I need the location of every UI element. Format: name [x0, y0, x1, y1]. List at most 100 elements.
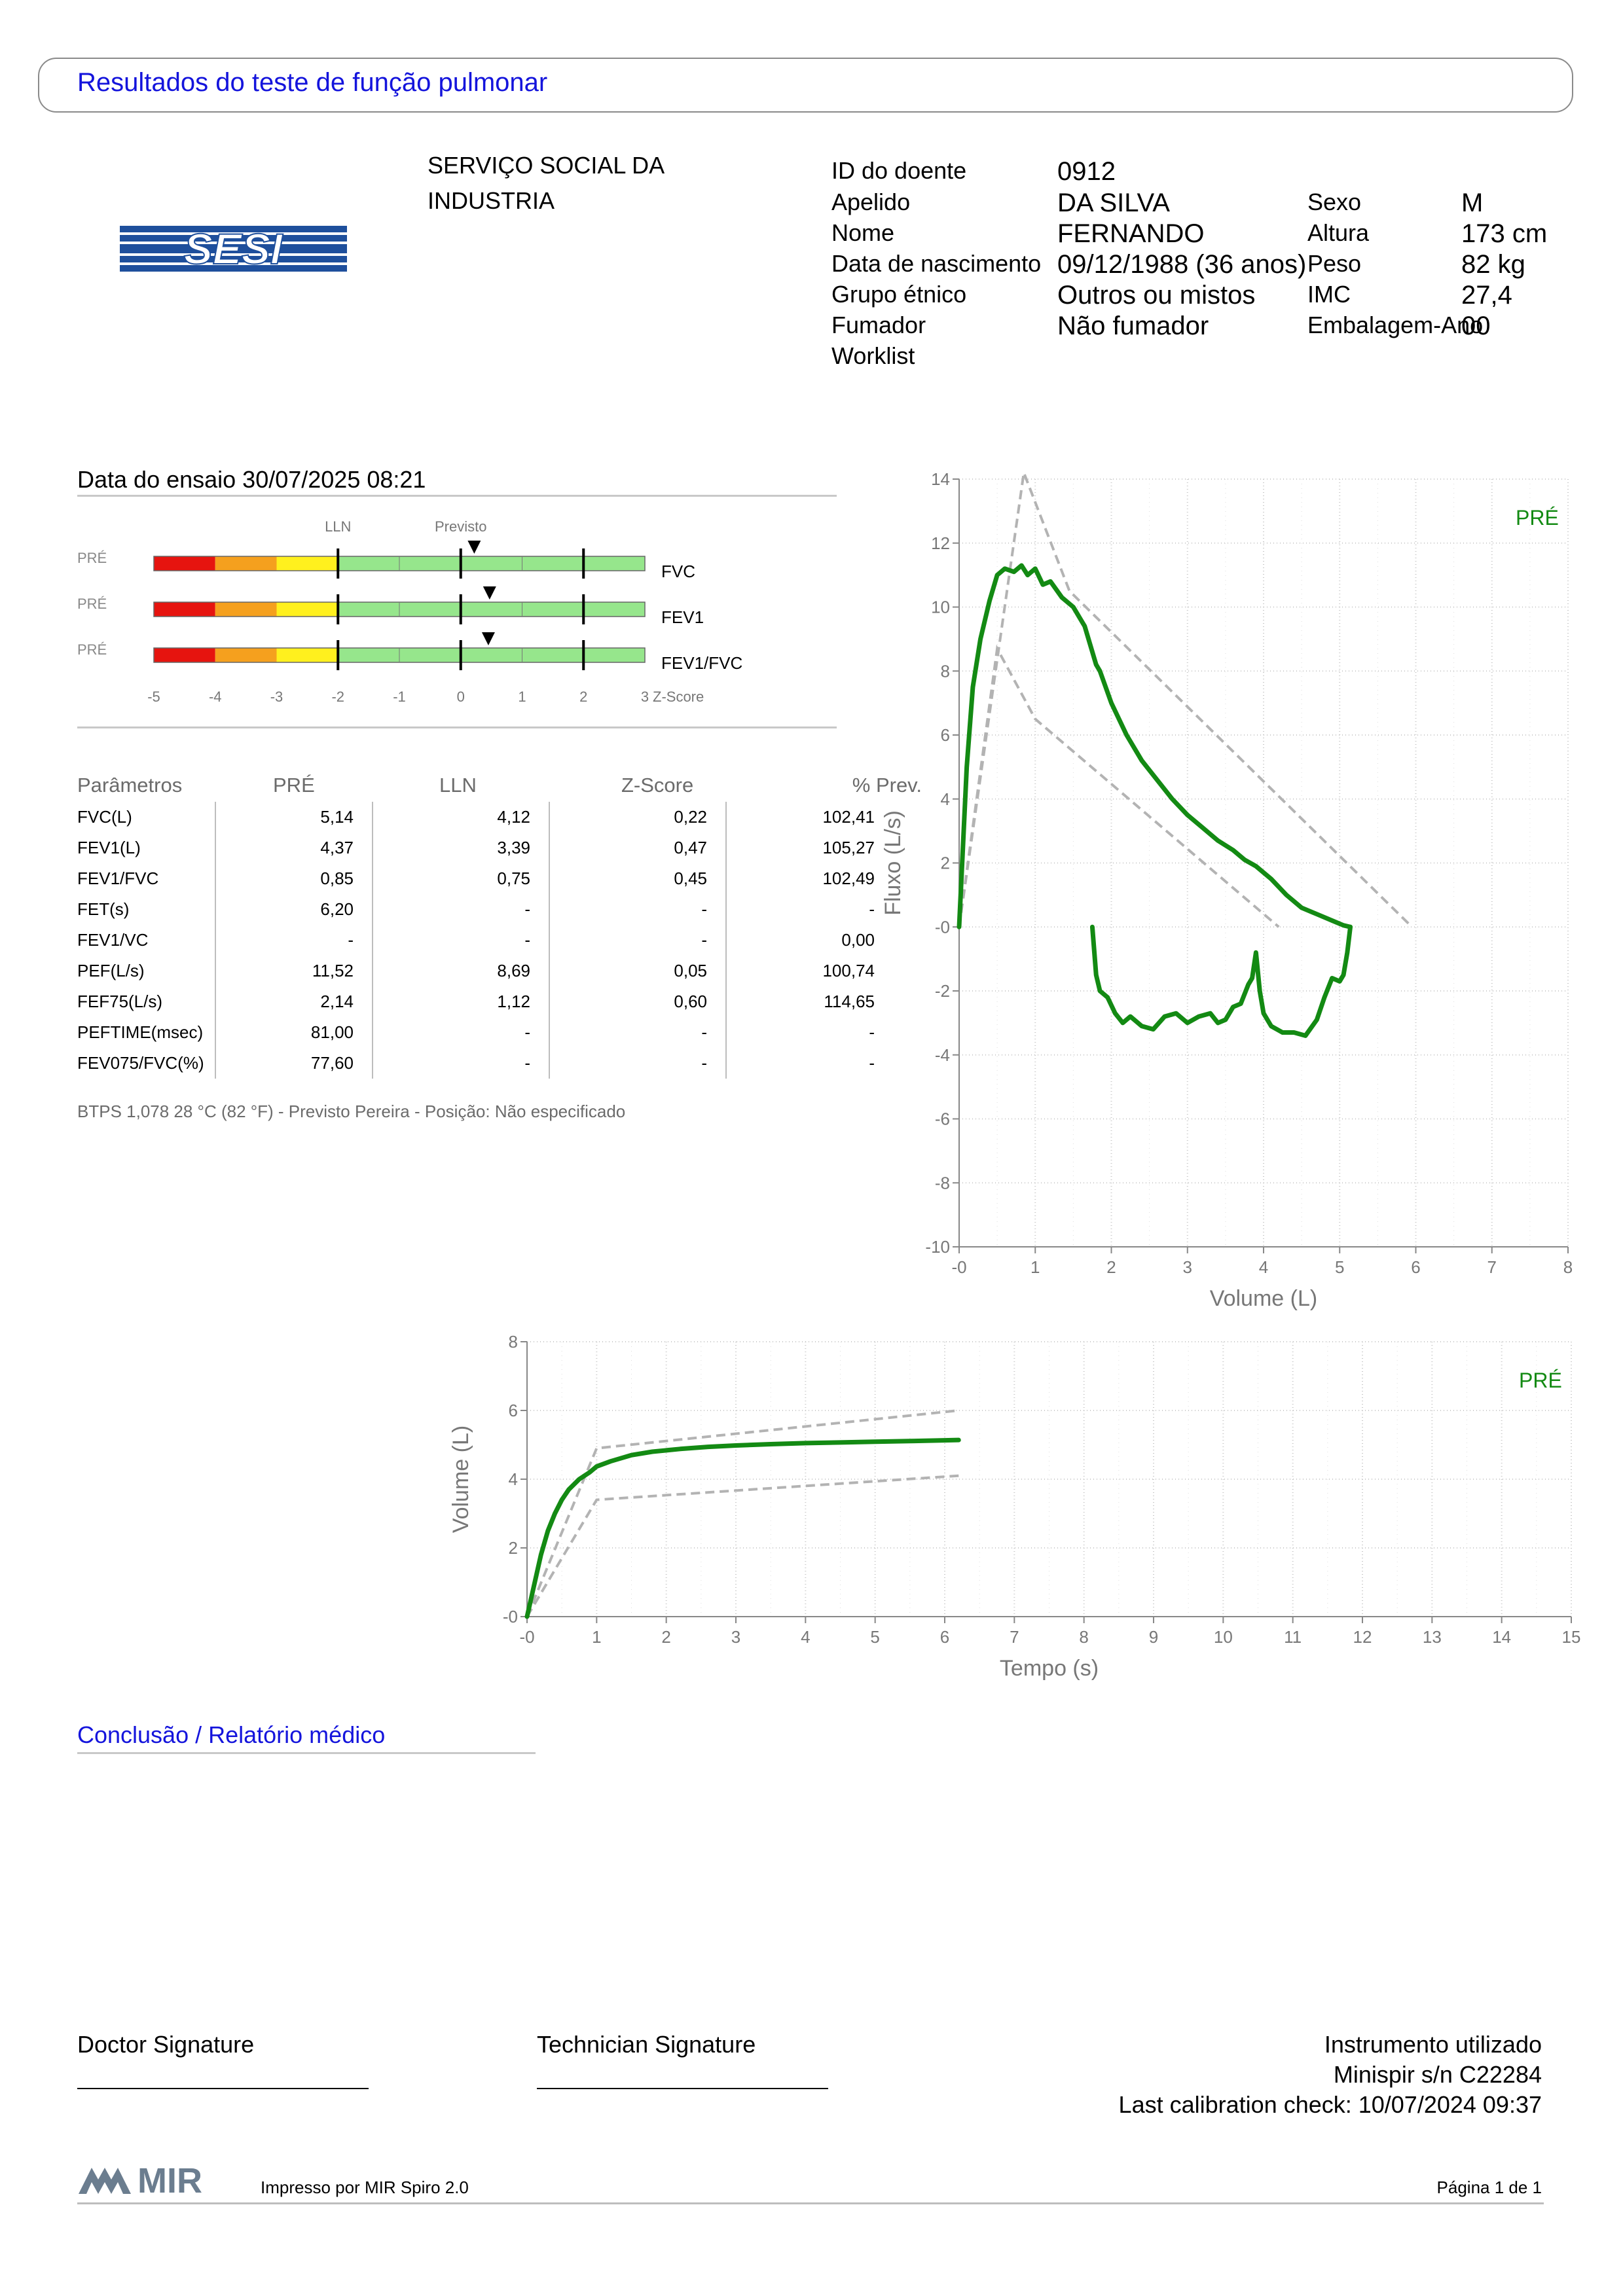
- sesi-logo: SESI: [120, 224, 347, 274]
- series-line: [957, 563, 1353, 929]
- x-tick-label: 3: [731, 1627, 740, 1647]
- y-tick-label: -10: [925, 1237, 950, 1257]
- lln-label: LLN: [325, 518, 351, 535]
- technician-signature-label: Technician Signature: [537, 2031, 756, 2058]
- institution-line1: SERVIÇO SOCIAL DA: [428, 152, 665, 179]
- zscore-tick: -4: [209, 689, 222, 705]
- zscore-marker: [481, 632, 495, 645]
- row-name: FEV1: [661, 607, 704, 627]
- y-tick-label: 6: [941, 725, 950, 745]
- doctor-signature-label: Doctor Signature: [77, 2031, 255, 2058]
- zscore-marker: [467, 541, 481, 554]
- table-header-row: Parâmetros PRÉ LLN Z-Score % Prev.: [77, 769, 922, 802]
- table-cell: 114,65: [824, 992, 875, 1011]
- zscore-tick: -2: [331, 689, 344, 705]
- table-cell: -: [869, 899, 875, 919]
- zscore-axis-label: Z-Score: [653, 689, 704, 705]
- divider: [77, 1752, 536, 1754]
- table-cell: 11,52: [215, 956, 373, 986]
- zone-segment: [215, 602, 277, 617]
- x-tick-label: 15: [1562, 1627, 1581, 1647]
- table-cell: -: [373, 894, 550, 925]
- table-cell: 0,05: [549, 956, 727, 986]
- table-cell: 3,39: [373, 833, 550, 863]
- col-header-zscore: Z-Score: [621, 774, 694, 797]
- predicted-reference-line: [958, 644, 1280, 928]
- x-tick-label: 9: [1149, 1627, 1158, 1647]
- volume-time-chart: 8 6 4 2 -0 -0 1 2 3 4 5 6 7 8 9 10 11 12 13 14 15 Tempo (s) Vo…: [419, 1329, 1607, 1702]
- table-cell: -: [549, 1017, 727, 1048]
- zscore-tick: 3: [641, 689, 649, 705]
- predicted-label: Previsto: [435, 518, 486, 535]
- zone-segment: [154, 602, 215, 617]
- table-cell: FEV1(L): [77, 833, 216, 863]
- series-line: [524, 1437, 961, 1619]
- predicted-reference-line: [526, 1409, 959, 1617]
- surname: DA SILVA: [1057, 188, 1170, 217]
- table-cell: 0,22: [549, 802, 727, 833]
- table-row: FVC(L) 5,14 4,12 0,22 102,41: [77, 802, 922, 833]
- col-header-lln: LLN: [439, 774, 477, 797]
- x-tick-label: 12: [1353, 1627, 1372, 1647]
- predicted-reference-line: [958, 467, 1413, 928]
- table-cell: -: [373, 1048, 550, 1079]
- mir-logo-text: MIR: [137, 2161, 202, 2199]
- x-axis-label: Tempo (s): [1000, 1656, 1099, 1681]
- table-cell: 77,60: [215, 1048, 373, 1079]
- divider: [77, 726, 837, 728]
- x-tick-label: 7: [1487, 1257, 1497, 1277]
- zscore-tick: 2: [579, 689, 587, 705]
- page-number: Página 1 de 1: [1436, 2178, 1542, 2197]
- zscore-marker: [483, 586, 496, 600]
- zscore-tick: -5: [147, 689, 160, 705]
- x-tick-label: 8: [1563, 1257, 1573, 1277]
- col-header-prev: % Prev.: [852, 774, 922, 797]
- y-tick-label: 12: [931, 533, 950, 553]
- row-prefix: PRÉ: [77, 641, 107, 658]
- table-row: FEV075/FVC(%) 77,60- - -: [77, 1048, 922, 1079]
- table-cell: FET(s): [77, 894, 216, 925]
- parameters-table: Parâmetros PRÉ LLN Z-Score % Prev. FVC(L…: [77, 769, 922, 1079]
- table-row: FEV1(L) 4,37 3,39 0,47 105,27: [77, 833, 922, 863]
- x-tick-label: 7: [1010, 1627, 1019, 1647]
- smoker-label: Fumador: [831, 312, 926, 338]
- x-tick-label: 2: [1106, 1257, 1116, 1277]
- table-cell: FEV075/FVC(%): [77, 1048, 216, 1079]
- table-cell: -: [869, 1022, 875, 1042]
- doctor-signature-line: [77, 2088, 369, 2089]
- table-cell: 105,27: [822, 838, 875, 857]
- y-tick-label: 6: [509, 1401, 518, 1420]
- y-tick-label: 4: [941, 789, 950, 809]
- technician-signature-line: [537, 2088, 828, 2089]
- table-cell: 100,74: [822, 961, 875, 980]
- name: FERNANDO: [1057, 219, 1205, 248]
- table-row: PEFTIME(msec) 81,00- - -: [77, 1017, 922, 1048]
- y-tick-label: -2: [935, 981, 950, 1001]
- x-tick-label: -0: [519, 1627, 534, 1647]
- zone-segment: [276, 648, 338, 662]
- institution-line2: INDUSTRIA: [428, 187, 555, 214]
- table-cell: 1,12: [373, 986, 550, 1017]
- legend-label: PRÉ: [1516, 506, 1559, 529]
- x-tick-label: 3: [1183, 1257, 1192, 1277]
- x-tick-label: 10: [1214, 1627, 1233, 1647]
- table-cell: 0,00: [841, 930, 875, 950]
- y-tick-label: 2: [941, 853, 950, 873]
- flow-volume-chart: 14 12 10 8 6 4 2 -0 -2 -4 -6 -8 -10 -0 1 2 3 4 5 6 7 8 Volume …: [851, 458, 1607, 1329]
- printed-by: Impresso por MIR Spiro 2.0: [261, 2178, 469, 2197]
- weight-label: Peso: [1307, 250, 1362, 277]
- y-tick-label: 10: [931, 598, 950, 617]
- table-cell: 2,14: [215, 986, 373, 1017]
- table-row: FEV1/FVC 0,85 0,75 0,45 102,49: [77, 863, 922, 894]
- zscore-tick: 1: [518, 689, 526, 705]
- sesi-logo-text: SESI: [184, 226, 283, 272]
- dob: 09/12/1988 (36 anos): [1057, 250, 1307, 279]
- x-tick-label: 13: [1423, 1627, 1442, 1647]
- zscore-tick: -3: [270, 689, 283, 705]
- table-cell: FVC(L): [77, 802, 216, 833]
- calibration-check: Last calibration check: 10/07/2024 09:37: [1118, 2091, 1542, 2118]
- table-footnote: BTPS 1,078 28 °C (82 °F) - Previsto Pere…: [77, 1102, 626, 1121]
- y-tick-label: -6: [935, 1109, 950, 1129]
- table-cell: -: [869, 1053, 875, 1073]
- y-tick-label: 8: [509, 1332, 518, 1352]
